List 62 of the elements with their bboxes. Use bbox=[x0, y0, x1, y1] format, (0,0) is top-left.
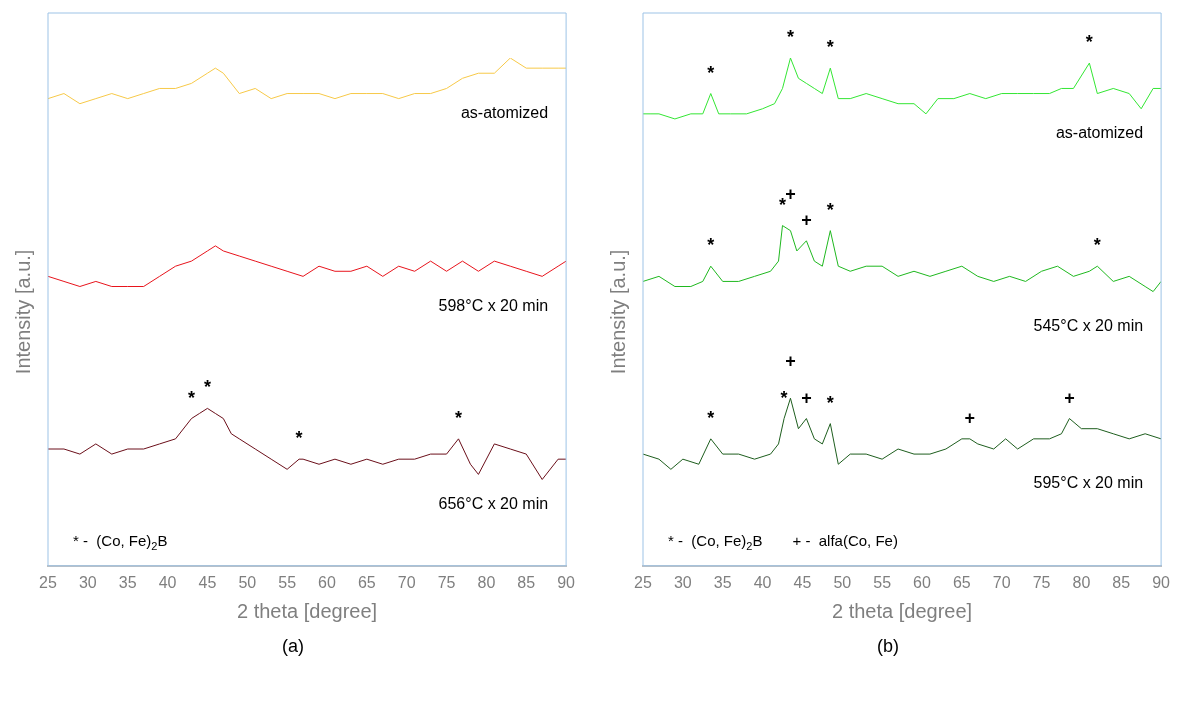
annotation: + bbox=[785, 183, 796, 204]
series-label: 595°C x 20 min bbox=[1033, 474, 1144, 492]
x-tick-label: 25 bbox=[39, 573, 57, 591]
x-tick-label: 80 bbox=[1072, 573, 1091, 591]
annotation: * bbox=[454, 407, 462, 428]
x-tick-label: 25 bbox=[634, 573, 652, 591]
x-tick-label: 55 bbox=[873, 573, 892, 591]
x-tick-label: 50 bbox=[238, 573, 257, 591]
x-tick-label: 85 bbox=[1112, 573, 1131, 591]
x-tick-label: 30 bbox=[78, 573, 97, 591]
annotation: + bbox=[785, 351, 796, 372]
x-axis-title: 2 theta [degree] bbox=[237, 599, 378, 622]
text: (a) bbox=[281, 636, 305, 657]
x-tick-label: 70 bbox=[397, 573, 416, 591]
series-label: as-atomized bbox=[460, 103, 549, 121]
annotation: + - alfa(Co, Fe) bbox=[792, 531, 898, 549]
annotation: * bbox=[203, 377, 211, 398]
series-label: 545°C x 20 min bbox=[1033, 316, 1144, 334]
x-tick-label: 40 bbox=[753, 573, 772, 591]
annotation: * bbox=[780, 387, 788, 408]
text: (b) bbox=[876, 636, 900, 657]
x-tick-label: 45 bbox=[793, 573, 812, 591]
annotation: * bbox=[826, 392, 834, 413]
x-tick-label: 30 bbox=[673, 573, 692, 591]
annotation: * bbox=[778, 194, 786, 215]
x-tick-label: 65 bbox=[952, 573, 971, 591]
x-tick-label: 90 bbox=[1152, 573, 1171, 591]
annotation: + bbox=[801, 209, 812, 230]
annotation: * bbox=[187, 387, 195, 408]
annotation: * bbox=[295, 428, 303, 449]
x-tick-label: 60 bbox=[913, 573, 931, 591]
x-tick-label: 75 bbox=[437, 573, 456, 591]
x-tick-label: 40 bbox=[158, 573, 177, 591]
annotation: * bbox=[707, 235, 715, 256]
x-tick-label: 35 bbox=[713, 573, 732, 591]
x-tick-label: 80 bbox=[477, 573, 496, 591]
x-tick-label: 50 bbox=[833, 573, 852, 591]
annotation: * bbox=[786, 26, 794, 47]
x-tick-label: 70 bbox=[992, 573, 1011, 591]
annotation: + bbox=[1064, 387, 1075, 408]
annotation: + bbox=[964, 407, 976, 428]
x-tick-label: 60 bbox=[318, 573, 336, 591]
series-label: 598°C x 20 min bbox=[438, 296, 549, 314]
x-axis-title: 2 theta [degree] bbox=[832, 599, 973, 622]
annotation: + bbox=[801, 387, 812, 408]
x-tick-label: 55 bbox=[278, 573, 297, 591]
series-label: 656°C x 20 min bbox=[438, 494, 549, 512]
annotation: * bbox=[707, 407, 715, 428]
x-tick-label: 45 bbox=[198, 573, 217, 591]
y-axis-title: Intensity [a.u.] bbox=[11, 249, 34, 375]
y-axis-title: Intensity [a.u.] bbox=[606, 249, 629, 375]
annotation: * bbox=[1085, 32, 1093, 53]
annotation: * bbox=[1093, 235, 1101, 256]
x-tick-label: 35 bbox=[118, 573, 137, 591]
x-tick-label: 90 bbox=[557, 573, 576, 591]
x-tick-label: 65 bbox=[357, 573, 376, 591]
x-tick-label: 75 bbox=[1032, 573, 1051, 591]
annotation: * bbox=[826, 37, 834, 58]
x-tick-label: 85 bbox=[517, 573, 536, 591]
annotation: * bbox=[707, 62, 715, 83]
series-label: as-atomized bbox=[1055, 123, 1144, 141]
annotation: * bbox=[826, 199, 834, 220]
